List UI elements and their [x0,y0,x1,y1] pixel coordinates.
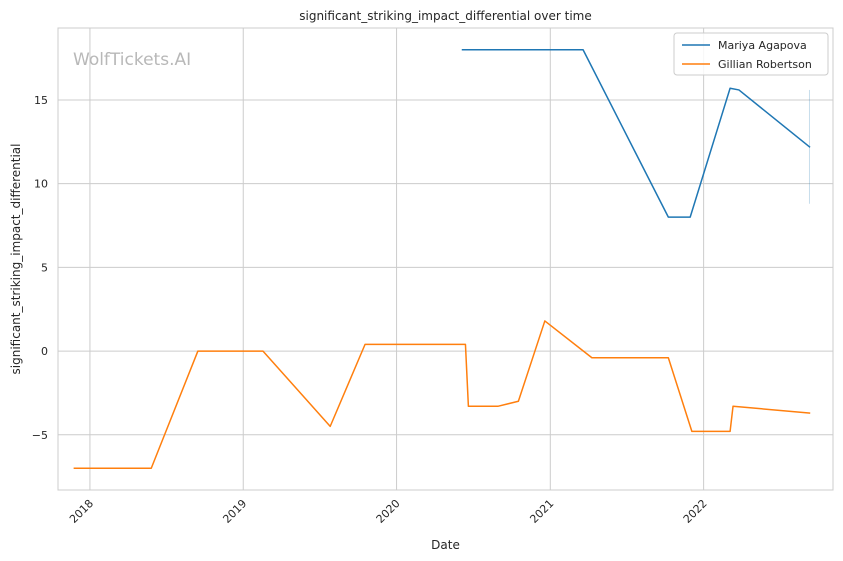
x-axis-title: Date [431,538,460,552]
series-line-gillian-robertson [73,320,811,469]
legend-box [673,32,829,76]
legend-label-gillian-robertson: Gillian Robertson [718,58,812,71]
grid [58,28,833,490]
y-tick-label-10: 10 [34,178,48,191]
y-axis-title: significant_striking_impact_differential [9,144,23,375]
chart-title: significant_striking_impact_differential… [299,9,591,23]
y-tick-label--5: −5 [32,429,48,442]
y-tick-label-15: 15 [34,94,48,107]
watermark-text: WolfTickets.AI [73,50,191,70]
plot-frame [57,27,834,491]
y-tick-label-5: 5 [41,261,48,274]
y-tick-label-0: 0 [41,345,48,358]
legend: Mariya Agapova Gillian Robertson [673,32,829,76]
legend-label-mariya-agapova: Mariya Agapova [718,39,807,52]
series-lines [73,49,811,469]
series-line-mariya-agapova [461,49,811,218]
